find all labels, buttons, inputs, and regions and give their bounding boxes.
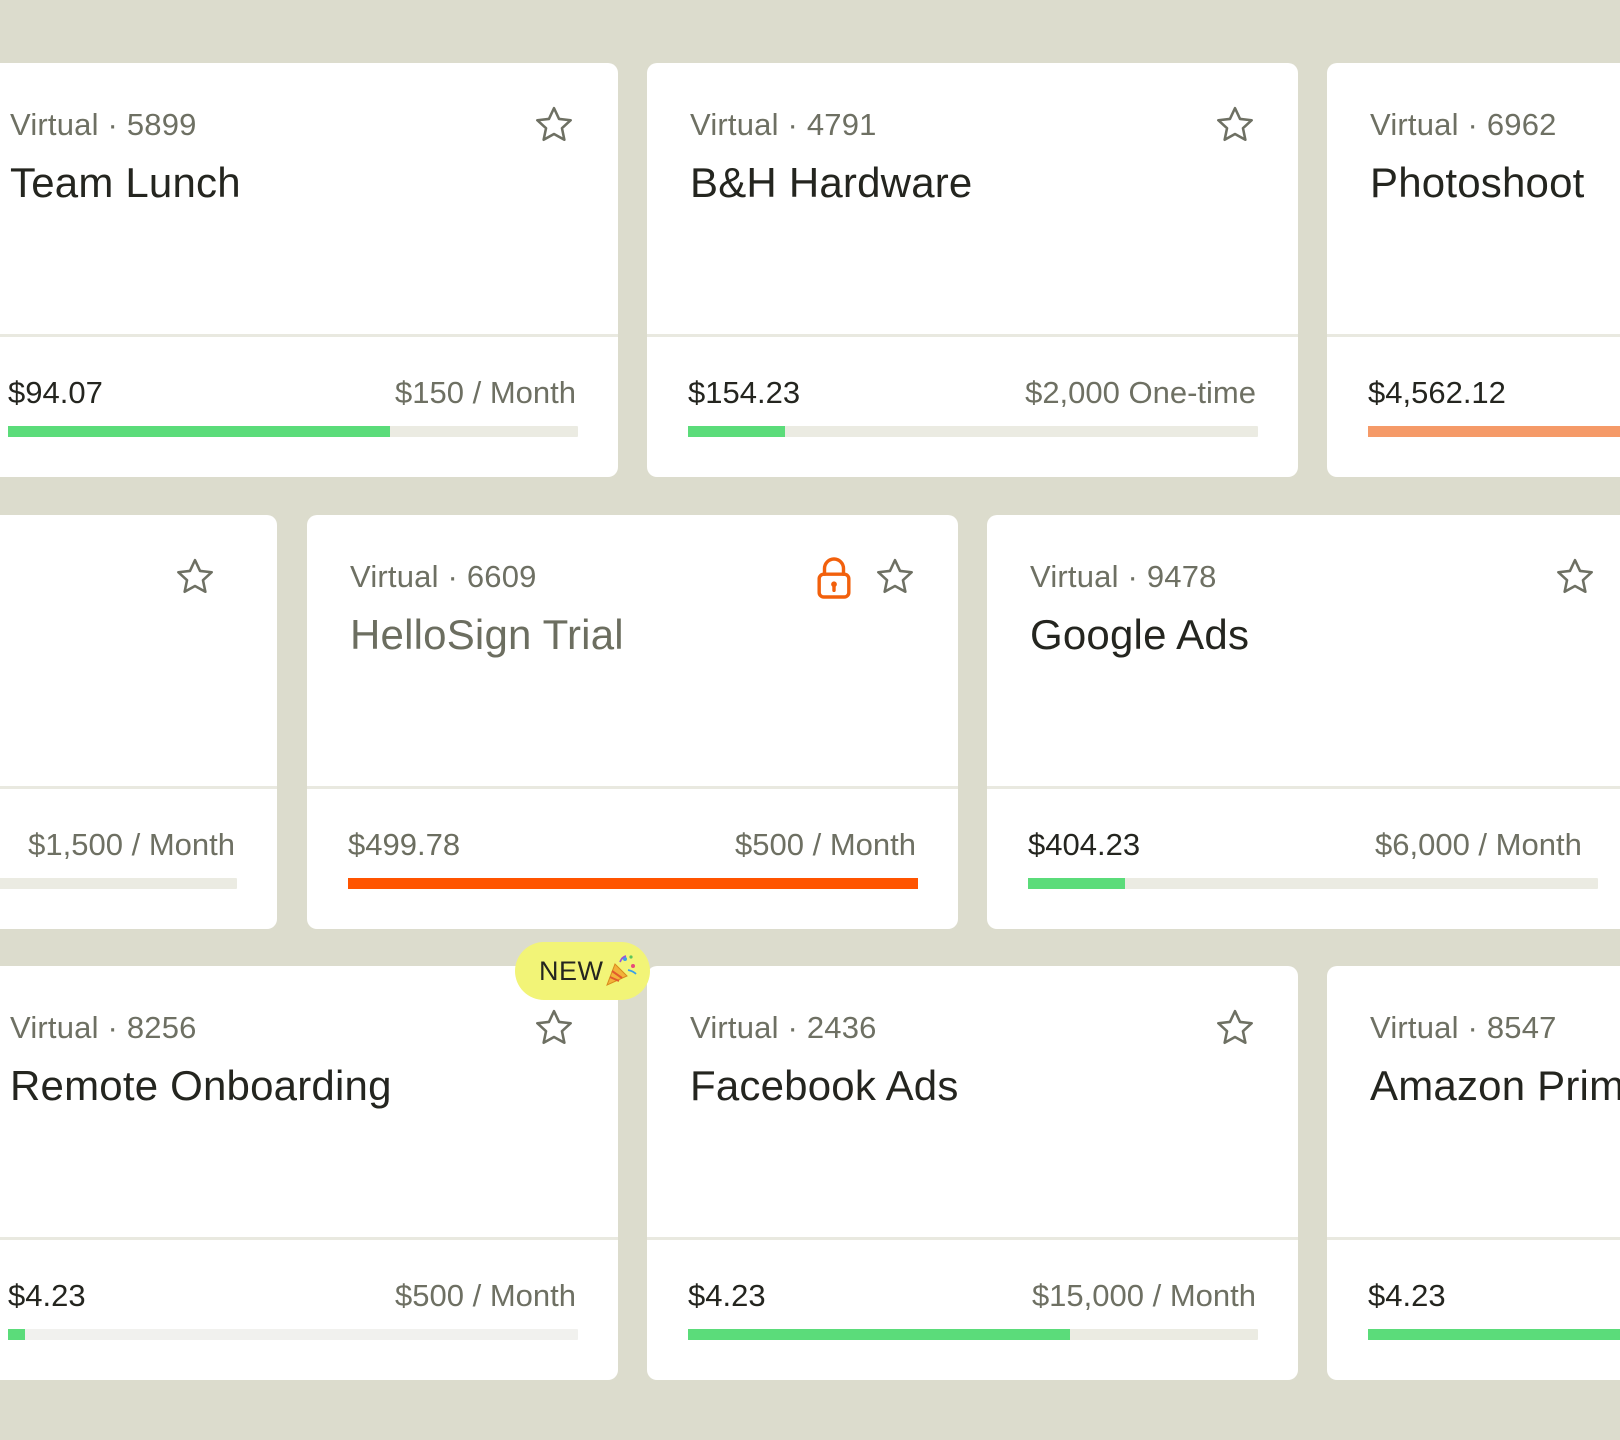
card-meta: Virtual · 4791 xyxy=(690,107,877,142)
spent-amount: $4.23 xyxy=(1368,1278,1446,1313)
card-amazon-prime[interactable]: Virtual · 8547 Amazon Prim $4.23 xyxy=(1327,966,1620,1380)
spent-amount: $404.23 xyxy=(1028,827,1141,862)
party-popper-icon xyxy=(606,955,637,986)
card-remote-onboarding[interactable]: Virtual · 8256 Remote Onboarding $4.23 $… xyxy=(0,966,618,1380)
progress-fill xyxy=(8,1329,26,1340)
progress-track xyxy=(688,1329,1258,1340)
limit-amount: $6,000 / Month xyxy=(1375,827,1582,862)
progress-fill xyxy=(1028,878,1125,889)
card-divider xyxy=(647,1237,1298,1240)
lock-icon xyxy=(817,557,851,599)
card-divider xyxy=(987,786,1620,789)
card-meta: Virtual · 5899 xyxy=(10,107,197,142)
progress-fill xyxy=(688,1329,1070,1340)
card-meta: Virtual · 6962 xyxy=(1370,107,1557,142)
limit-amount: $2,000 One-time xyxy=(1025,375,1256,410)
card-name: Google Ads xyxy=(1030,611,1250,658)
progress-track xyxy=(688,426,1258,437)
star-outline-icon[interactable] xyxy=(1213,103,1257,147)
progress-fill xyxy=(1368,1329,1620,1340)
progress-track xyxy=(348,878,918,889)
card-name: Team Lunch xyxy=(10,159,241,206)
spent-amount: $4.23 xyxy=(688,1278,766,1313)
progress-track xyxy=(0,878,237,889)
limit-amount: $1,500 / Month xyxy=(28,827,235,862)
card-name: Amazon Prim xyxy=(1370,1062,1620,1109)
card-google-ads[interactable]: Virtual · 9478 Google Ads $404.23 $6,000… xyxy=(987,515,1620,929)
progress-track xyxy=(8,1329,578,1340)
card-divider xyxy=(0,334,618,337)
limit-amount: $500 / Month xyxy=(735,827,916,862)
card-partial-left[interactable]: $1,500 / Month xyxy=(0,515,277,929)
card-meta: Virtual · 2436 xyxy=(690,1010,877,1045)
card-meta: Virtual · 9478 xyxy=(1030,559,1217,594)
card-name: Remote Onboarding xyxy=(10,1062,392,1109)
progress-fill xyxy=(1368,426,1620,437)
card-name: Facebook Ads xyxy=(690,1062,959,1109)
card-meta: Virtual · 8256 xyxy=(10,1010,197,1045)
spent-amount: $94.07 xyxy=(8,375,103,410)
card-name: B&H Hardware xyxy=(690,159,973,206)
spent-amount: $4,562.12 xyxy=(1368,375,1506,410)
card-divider xyxy=(1327,1237,1620,1240)
star-outline-icon[interactable] xyxy=(873,555,917,599)
progress-track xyxy=(8,426,578,437)
spent-amount: $4.23 xyxy=(8,1278,86,1313)
progress-track xyxy=(1028,878,1598,889)
card-photoshoot[interactable]: Virtual · 6962 Photoshoot $4,562.12 xyxy=(1327,63,1620,477)
card-team-lunch[interactable]: Virtual · 5899 Team Lunch $94.07 $150 / … xyxy=(0,63,618,477)
new-badge: NEW xyxy=(515,942,650,1000)
star-outline-icon[interactable] xyxy=(173,555,217,599)
card-divider xyxy=(307,786,958,789)
limit-amount: $500 / Month xyxy=(395,1278,576,1313)
progress-fill xyxy=(688,426,785,437)
star-outline-icon[interactable] xyxy=(532,1006,576,1050)
card-divider xyxy=(1327,334,1620,337)
card-meta: Virtual · 8547 xyxy=(1370,1010,1557,1045)
spent-amount: $154.23 xyxy=(688,375,801,410)
card-divider xyxy=(0,1237,618,1240)
spent-amount: $499.78 xyxy=(348,827,461,862)
card-divider xyxy=(0,786,277,789)
card-bh-hardware[interactable]: Virtual · 4791 B&H Hardware $154.23 $2,0… xyxy=(647,63,1298,477)
star-outline-icon[interactable] xyxy=(1213,1006,1257,1050)
star-outline-icon[interactable] xyxy=(532,103,576,147)
progress-track xyxy=(1368,426,1620,437)
progress-fill xyxy=(8,426,390,437)
star-outline-icon[interactable] xyxy=(1553,555,1597,599)
limit-amount: $15,000 / Month xyxy=(1031,1278,1256,1313)
card-facebook-ads[interactable]: Virtual · 2436 Facebook Ads $4.23 $15,00… xyxy=(647,966,1298,1380)
card-name: HelloSign Trial xyxy=(350,611,624,658)
progress-fill xyxy=(348,878,918,889)
card-meta: Virtual · 6609 xyxy=(350,559,537,594)
card-name: Photoshoot xyxy=(1370,159,1585,206)
new-badge-label: NEW xyxy=(539,956,604,986)
limit-amount: $150 / Month xyxy=(395,375,576,410)
card-divider xyxy=(647,334,1298,337)
progress-track xyxy=(1368,1329,1620,1340)
card-hellosign-trial[interactable]: Virtual · 6609 HelloSign Trial $499.78 $… xyxy=(307,515,958,929)
